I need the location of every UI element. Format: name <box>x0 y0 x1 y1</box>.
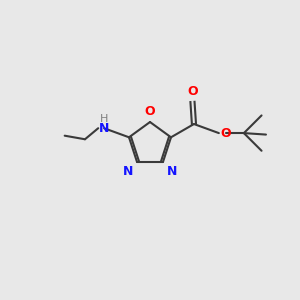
Text: N: N <box>123 165 134 178</box>
Text: O: O <box>220 127 231 140</box>
Text: N: N <box>167 165 177 178</box>
Text: O: O <box>145 106 155 118</box>
Text: H: H <box>100 114 108 124</box>
Text: N: N <box>99 122 109 135</box>
Text: O: O <box>187 85 198 98</box>
